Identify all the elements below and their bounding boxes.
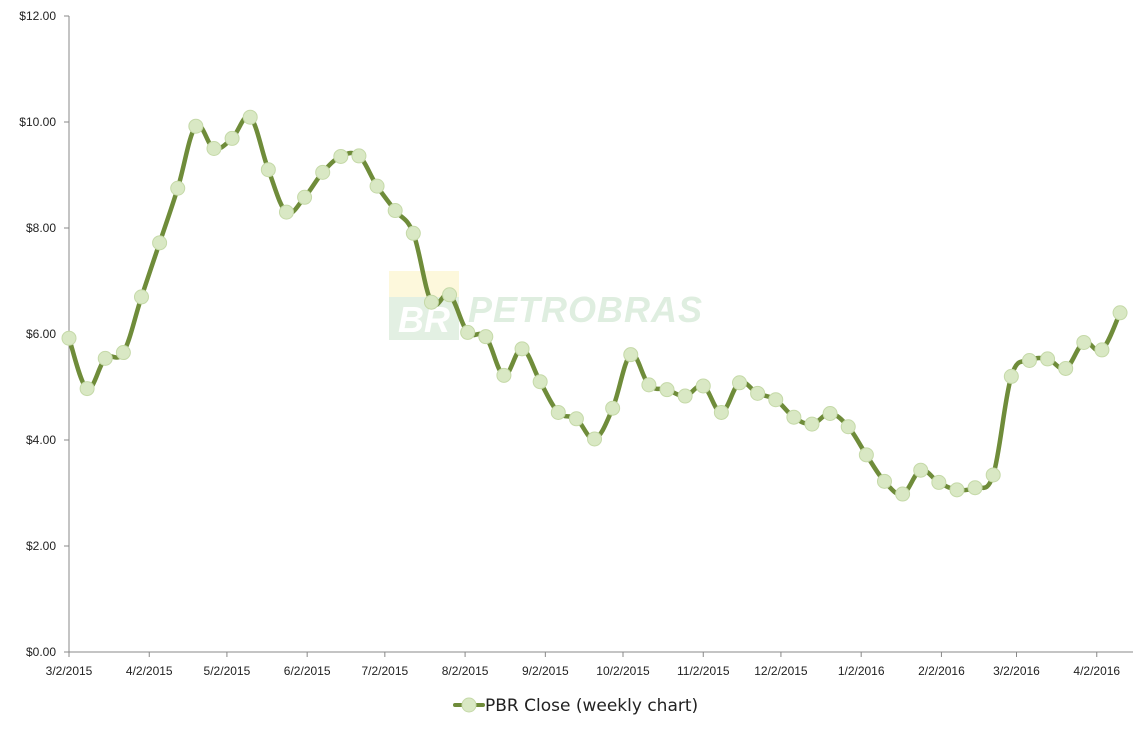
data-point [822,406,838,421]
data-point [297,189,313,205]
data-point [478,329,494,345]
data-point [423,294,439,310]
data-point [1021,353,1037,368]
x-tick-label: 8/2/2015 [442,664,489,678]
data-point [1076,334,1092,350]
legend-marker-icon [461,697,477,713]
legend: PBR Close (weekly chart) [453,696,698,716]
watermark-logo-bottom [389,297,459,340]
data-point [242,109,258,125]
y-axis-ticks: $0.00 $2.00 $4.00 $6.00 $8.00 $10.00 $12.00 [19,9,69,659]
data-point [496,367,512,383]
data-point [931,474,947,490]
data-point [224,130,240,146]
data-point [750,385,766,401]
data-point [1003,368,1019,384]
data-point [1112,305,1128,321]
y-tick-label: $4.00 [26,433,56,447]
watermark-text: PETROBRAS [468,289,703,330]
y-tick-label: $0.00 [26,645,56,659]
data-point [152,235,168,251]
data-point [315,164,331,180]
data-point [369,178,385,194]
data-point [333,148,349,164]
data-point [532,374,548,390]
y-tick-label: $6.00 [26,327,56,341]
data-point [840,419,856,435]
data-point [260,162,276,178]
data-point [967,480,983,496]
data-point [895,486,911,502]
x-tick-label: 3/2/2015 [46,664,93,678]
data-point [587,431,603,447]
legend-label: PBR Close (weekly chart) [485,696,698,716]
data-point [858,447,874,463]
data-point [949,482,965,498]
x-tick-label: 10/2/2015 [596,664,650,678]
data-point [514,341,530,357]
data-point [115,345,131,361]
data-point [206,141,222,156]
data-point [387,203,403,219]
x-tick-label: 4/2/2016 [1073,664,1120,678]
marker-layer [61,109,1128,502]
x-tick-label: 2/2/2016 [918,664,965,678]
y-tick-label: $8.00 [26,221,56,235]
data-point [732,375,748,391]
data-point [677,388,693,404]
data-point [768,392,784,408]
y-tick-label: $2.00 [26,539,56,553]
data-point [623,347,639,363]
data-point [659,382,675,398]
data-point [985,467,1001,483]
x-tick-label: 4/2/2015 [126,664,173,678]
petrobras-watermark: BR PETROBRAS [389,271,703,340]
x-tick-label: 5/2/2015 [204,664,251,678]
x-axis-ticks: 3/2/2015 4/2/2015 5/2/2015 6/2/2015 7/2/2015… [46,652,1120,678]
data-point [568,411,584,427]
data-point [876,473,892,489]
x-tick-label: 9/2/2015 [522,664,569,678]
y-tick-label: $10.00 [19,115,56,129]
data-point [278,204,294,220]
data-point [786,409,802,425]
data-point [460,324,476,340]
data-point [133,289,149,305]
data-point [713,404,729,420]
x-tick-label: 7/2/2015 [361,664,408,678]
x-tick-label: 3/2/2016 [993,664,1040,678]
data-point [442,287,458,303]
data-point [188,118,204,134]
data-point [97,350,113,366]
data-point [804,416,820,432]
y-tick-label: $12.00 [19,9,56,23]
data-point [1040,351,1056,367]
x-tick-label: 1/2/2016 [838,664,885,678]
data-point [405,225,421,241]
data-point [913,462,929,478]
watermark-logo-text: BR [398,299,450,340]
x-tick-label: 6/2/2015 [284,664,331,678]
data-point [79,381,95,397]
data-point [351,148,367,164]
x-tick-label: 11/2/2015 [677,664,730,678]
x-tick-label: 12/2/2015 [754,664,808,678]
data-point [641,377,657,393]
data-point [550,404,566,420]
data-point [1058,360,1074,376]
data-point [695,378,711,394]
data-point [170,180,186,196]
data-point [61,330,77,346]
data-point [1094,342,1110,358]
data-point [605,400,621,416]
